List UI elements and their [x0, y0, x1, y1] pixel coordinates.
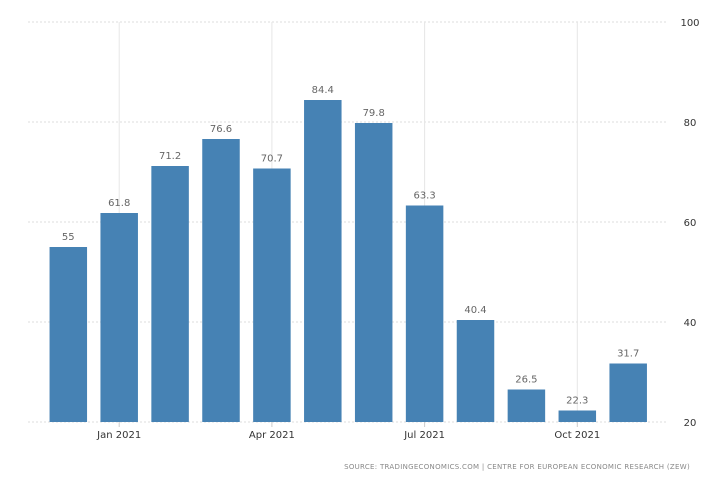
- data-label: 70.7: [261, 154, 283, 165]
- bars: [49, 100, 647, 422]
- data-labels: 55 61.8 71.2 76.6 70.7 84.4 79.8 63.3 40.4 26.5 22…: [62, 85, 639, 407]
- x-tick-label: Oct 2021: [554, 430, 600, 441]
- x-axis: Jan 2021 Apr 2021 Jul 2021 Oct 2021: [96, 422, 600, 441]
- bar-nov-2021: [609, 363, 647, 422]
- y-axis: 20 40 60 80 100: [680, 18, 699, 429]
- data-label: 61.8: [108, 198, 130, 209]
- bar-aug-2021: [456, 320, 495, 422]
- y-tick-label: 20: [684, 418, 697, 429]
- x-tick-label: Jan 2021: [96, 430, 141, 441]
- data-label: 55: [62, 232, 75, 243]
- bar-sep-2021: [507, 389, 546, 422]
- data-label: 26.5: [515, 375, 537, 386]
- bar-jun-2021: [354, 123, 393, 422]
- data-label: 84.4: [312, 85, 334, 96]
- bar-mar-2021: [202, 139, 240, 422]
- data-label: 71.2: [159, 151, 181, 162]
- data-label: 31.7: [617, 349, 639, 360]
- data-label: 76.6: [210, 124, 232, 135]
- y-tick-label: 100: [680, 18, 699, 29]
- bar-apr-2021: [253, 168, 291, 422]
- data-label: 40.4: [464, 305, 486, 316]
- bar-may-2021: [304, 100, 342, 422]
- source-note: SOURCE: TRADINGECONOMICS.COM | CENTRE FO…: [344, 463, 690, 471]
- bar-jul-2021: [405, 205, 444, 422]
- bar-dec-2020: [49, 247, 88, 422]
- y-tick-label: 80: [684, 118, 697, 129]
- data-label: 63.3: [413, 191, 435, 202]
- bar-feb-2021: [151, 166, 189, 422]
- data-label: 22.3: [566, 396, 588, 407]
- x-tick-label: Jul 2021: [403, 430, 445, 441]
- bar-oct-2021: [558, 410, 597, 422]
- bar-jan-2021: [100, 213, 138, 422]
- y-tick-label: 60: [684, 218, 697, 229]
- x-tick-label: Apr 2021: [249, 430, 295, 441]
- y-tick-label: 40: [684, 318, 697, 329]
- data-label: 79.8: [363, 108, 385, 119]
